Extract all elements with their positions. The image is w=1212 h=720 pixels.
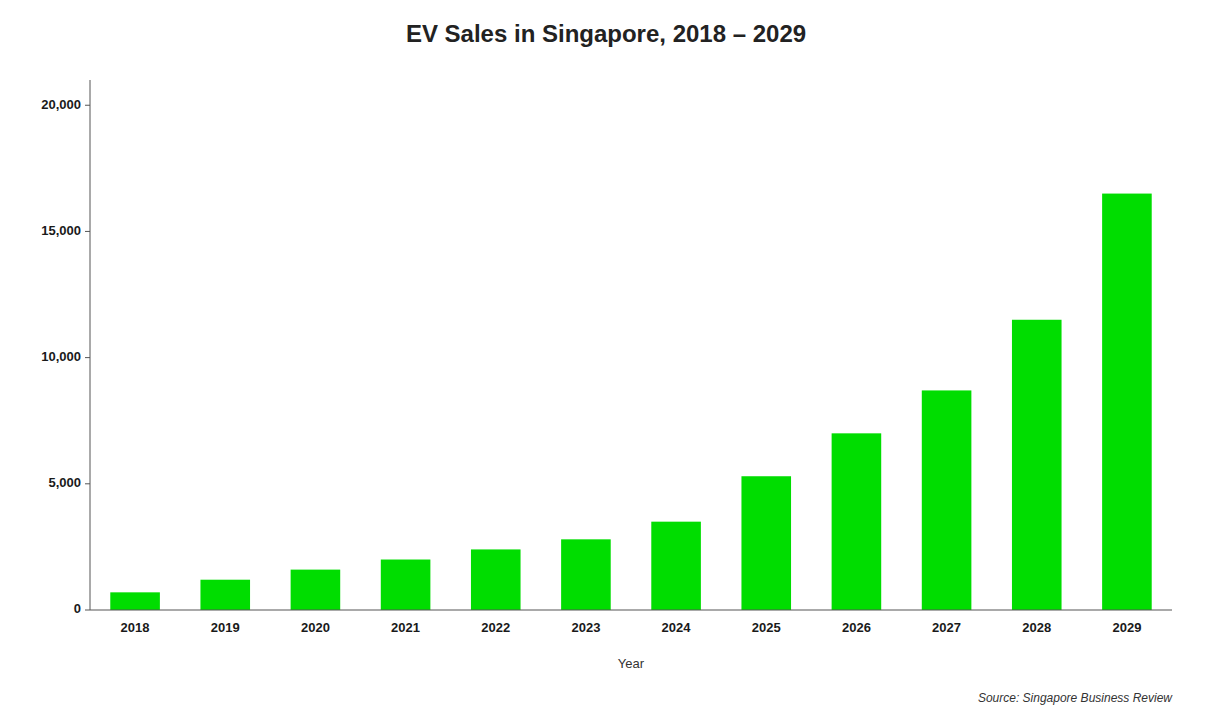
y-axis-line	[90, 80, 91, 610]
x-tick-label: 2023	[571, 620, 600, 635]
bar	[381, 560, 431, 610]
annotation: Source: Singapore Business Review	[978, 691, 1173, 705]
x-tick-label: 2026	[842, 620, 871, 635]
chart: EV Sales in Singapore, 2018 – 2029 0 5,000…	[0, 0, 1212, 720]
x-axis-label: Year	[618, 656, 645, 671]
x-tick-label: 2028	[1022, 620, 1051, 635]
y-tick-label: 5,000	[48, 475, 81, 490]
y-tick-label: 10,000	[41, 349, 81, 364]
bar	[651, 522, 701, 610]
x-axis-line	[90, 610, 1172, 611]
bar	[1102, 194, 1152, 610]
x-tick-label: 2029	[1112, 620, 1141, 635]
x-tick-label: 2022	[481, 620, 510, 635]
title: EV Sales in Singapore, 2018 – 2029	[406, 20, 806, 47]
bar	[200, 580, 250, 610]
y-tick-label: 20,000	[41, 97, 81, 112]
x-tick-label: 2020	[301, 620, 330, 635]
y-tick	[85, 357, 90, 358]
x-tick-label: 2021	[391, 620, 420, 635]
y-tick	[85, 610, 90, 611]
x-tick-label: 2019	[211, 620, 240, 635]
y-tick	[85, 105, 90, 106]
bar	[1012, 320, 1062, 610]
bar	[922, 390, 972, 610]
bars	[110, 194, 1151, 610]
x-tick-label: 2025	[752, 620, 781, 635]
bar	[110, 592, 160, 610]
y-tick	[85, 483, 90, 484]
y-tick	[85, 231, 90, 232]
x-tick-label: 2018	[121, 620, 150, 635]
bar	[832, 433, 882, 610]
y-tick-label: 15,000	[41, 223, 81, 238]
chart-container: EV Sales in Singapore, 2018 – 2029 0 5,000…	[0, 0, 1212, 720]
bar	[291, 570, 341, 610]
bar	[471, 549, 521, 610]
bar	[561, 539, 611, 610]
bar	[741, 476, 791, 610]
x-tick-label: 2024	[662, 620, 692, 635]
x-tick-label: 2027	[932, 620, 961, 635]
y-tick-label: 0	[74, 601, 81, 616]
